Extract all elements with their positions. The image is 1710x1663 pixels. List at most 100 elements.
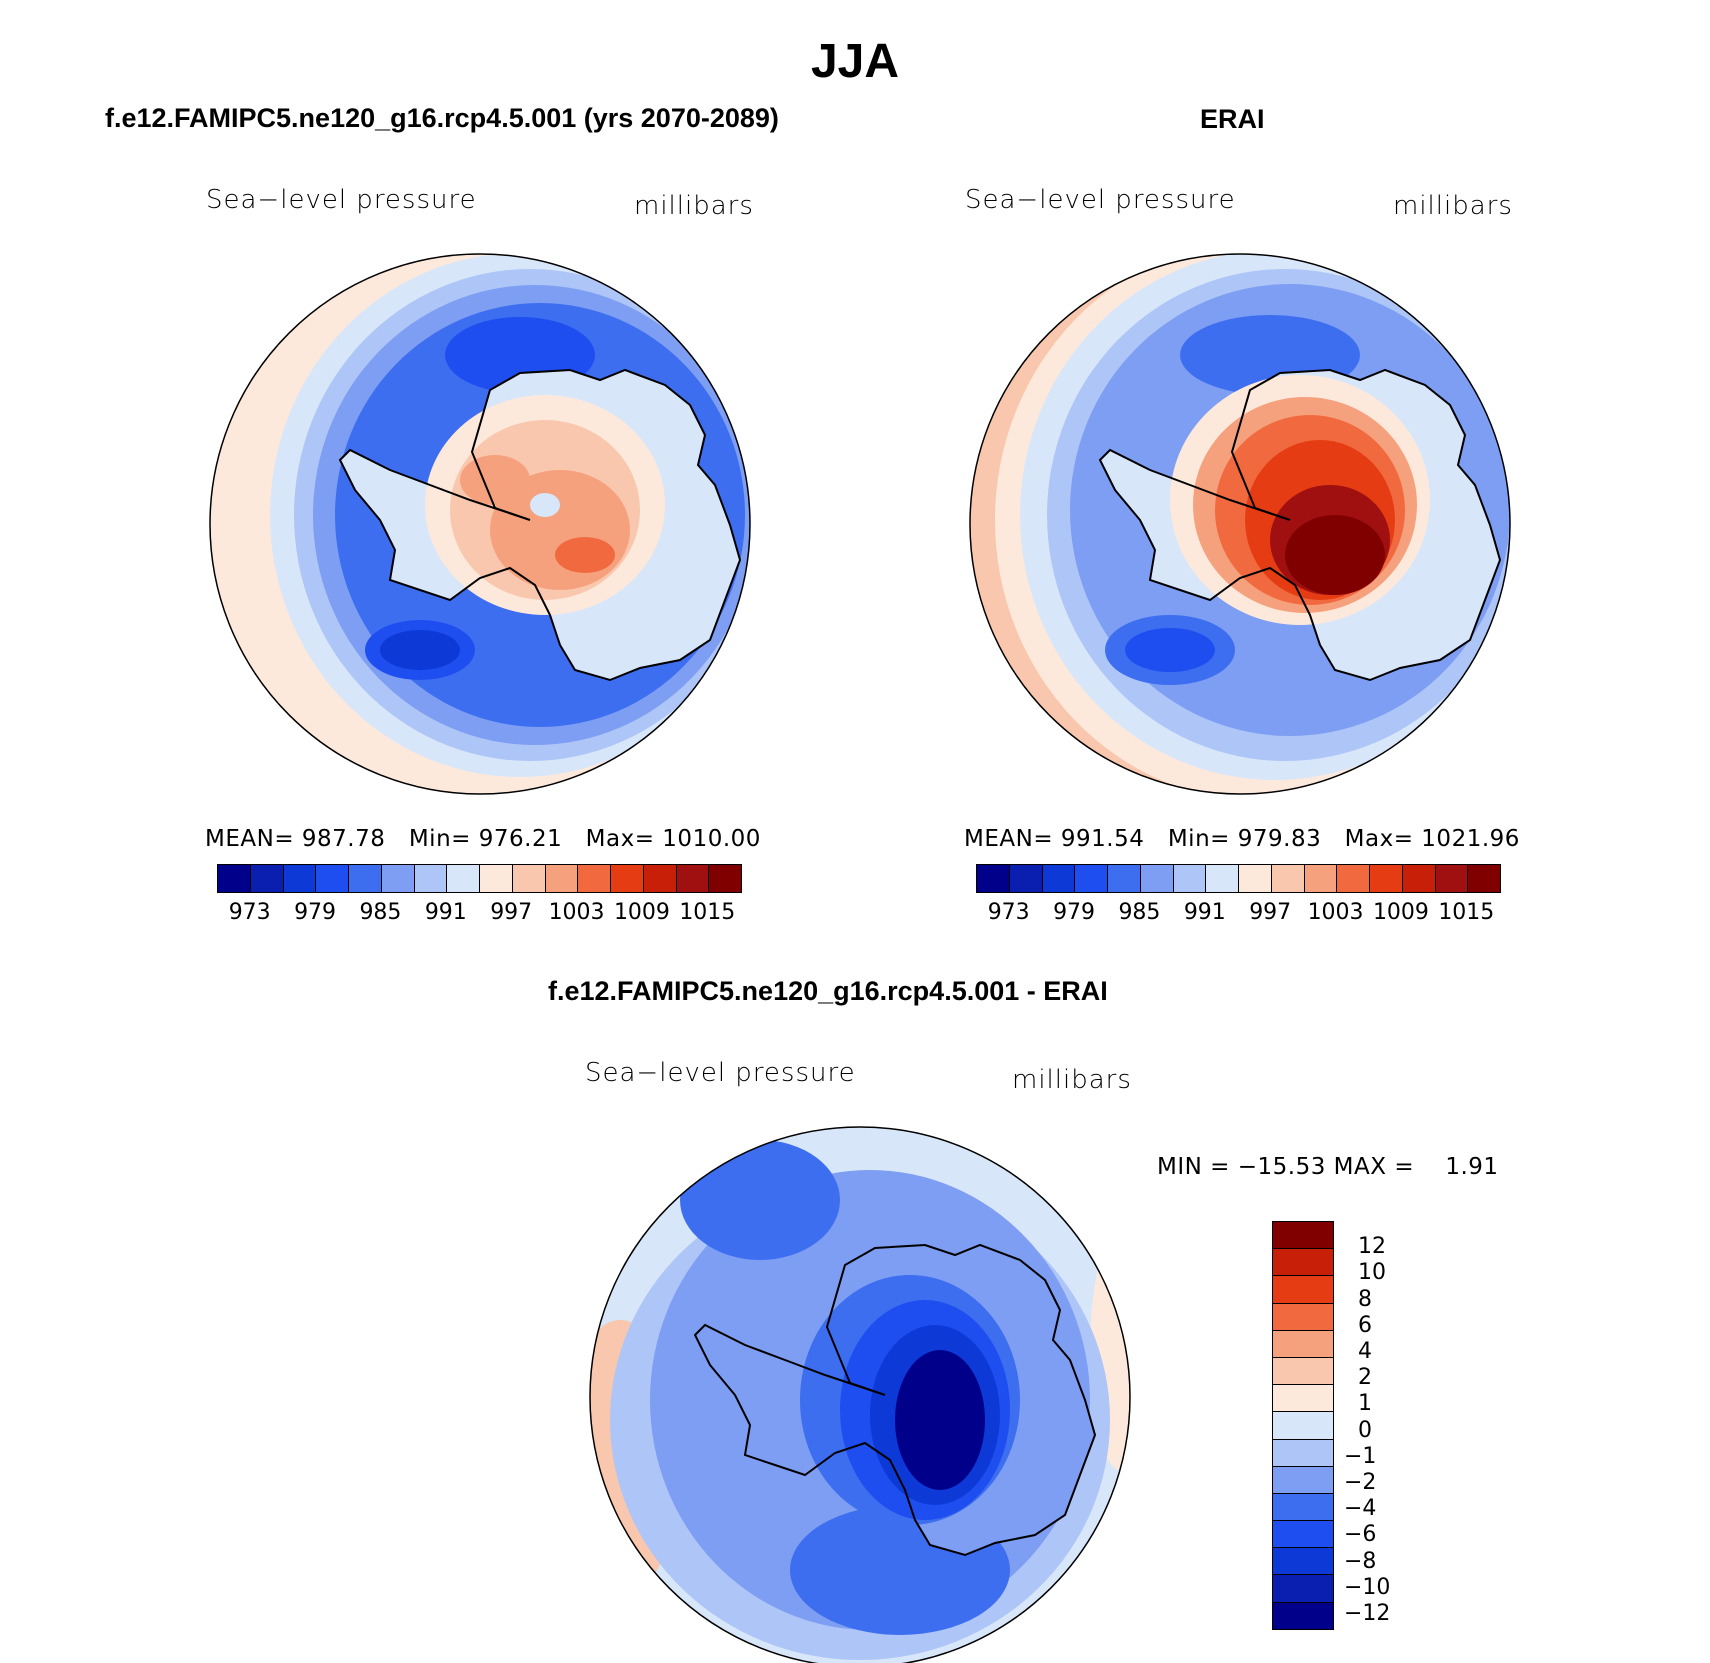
- colorbar-tick-label: 985: [359, 900, 402, 925]
- colorbar-tick-label: 991: [424, 900, 467, 925]
- colorbar-tick-label: 1009: [613, 900, 670, 925]
- mean-value: 987.78: [301, 826, 386, 852]
- colorbar-tick-label: −10: [1344, 1574, 1391, 1600]
- colorbar-swatch: [1273, 1466, 1333, 1494]
- colorbar-swatch: [1435, 865, 1469, 892]
- colorbar-swatch: [1468, 865, 1500, 892]
- colorbar-swatch: [1273, 1439, 1333, 1467]
- panel-1-units: millibars: [634, 191, 754, 221]
- colorbar-swatch: [1273, 1249, 1333, 1277]
- colorbar-swatch: [1273, 1357, 1333, 1386]
- colorbar-swatch: [1273, 1222, 1333, 1250]
- colorbar-swatch: [643, 865, 677, 892]
- colorbar-swatch: [1271, 865, 1305, 892]
- colorbar-swatch: [1273, 1412, 1333, 1440]
- panel-1-colorbar: [217, 864, 742, 893]
- colorbar-tick-label: 985: [1118, 900, 1161, 925]
- colorbar-tick-label: 4: [1358, 1339, 1372, 1364]
- panel-2-units: millibars: [1393, 191, 1513, 221]
- max-value: 1021.96: [1421, 826, 1520, 852]
- panel-1-stats: MEAN= 987.78 Min= 976.21 Max= 1010.00: [205, 826, 761, 852]
- colorbar-tick-label: 0: [1358, 1417, 1372, 1443]
- colorbar-swatch: [381, 865, 415, 892]
- panel-2-title: ERAI: [1200, 104, 1265, 134]
- colorbar-swatch: [977, 865, 1010, 892]
- min-label: Min=: [408, 826, 471, 852]
- colorbar-tick-label: 997: [490, 900, 533, 925]
- colorbar-swatch: [1337, 865, 1370, 892]
- colorbar-tick-label: −4: [1344, 1496, 1377, 1522]
- mean-label: MEAN=: [205, 826, 295, 852]
- panel-3-stats: MIN = −15.53 MAX = 1.91: [1157, 1154, 1499, 1180]
- colorbar-swatch: [676, 865, 710, 892]
- colorbar-tick-label: 973: [228, 900, 271, 925]
- panel-1-colorbar-ticks: 973 979 985 991 997 1003 1009 1015: [217, 900, 740, 930]
- panel-3-title: f.e12.FAMIPC5.ne120_g16.rcp4.5.001 - ERA…: [548, 976, 1108, 1006]
- panel-3-variable: Sea−level pressure: [585, 1058, 856, 1088]
- panel-1-title: f.e12.FAMIPC5.ne120_g16.rcp4.5.001 (yrs …: [105, 103, 779, 133]
- colorbar-swatch: [414, 865, 448, 892]
- panel-2-stats: MEAN= 991.54 Min= 979.83 Max= 1021.96: [964, 826, 1520, 852]
- colorbar-swatch: [512, 865, 546, 892]
- panel-3-colorbar: [1272, 1221, 1334, 1630]
- colorbar-swatch: [1273, 1330, 1333, 1358]
- colorbar-tick-label: 1: [1358, 1391, 1372, 1417]
- colorbar-swatch: [1370, 865, 1403, 892]
- max-label: Max=: [1344, 826, 1414, 852]
- colorbar-swatch: [1009, 865, 1043, 892]
- min-label: MIN =: [1157, 1154, 1230, 1180]
- colorbar-swatch: [1273, 1303, 1333, 1331]
- colorbar-swatch: [1042, 865, 1076, 892]
- colorbar-swatch: [1239, 865, 1272, 892]
- panel-2-variable: Sea−level pressure: [965, 185, 1236, 215]
- colorbar-tick-label: 973: [987, 900, 1030, 925]
- colorbar-swatch: [250, 865, 284, 892]
- colorbar-tick-label: 997: [1249, 900, 1292, 925]
- colorbar-tick-label: 6: [1358, 1312, 1372, 1338]
- colorbar-swatch: [1402, 865, 1436, 892]
- colorbar-tick-label: −8: [1344, 1548, 1377, 1574]
- colorbar-swatch: [1075, 865, 1108, 892]
- colorbar-swatch: [1140, 865, 1174, 892]
- panel-2-colorbar: [976, 864, 1501, 893]
- colorbar-swatch: [316, 865, 349, 892]
- panel-3-units: millibars: [1012, 1065, 1132, 1095]
- colorbar-tick-label: 8: [1358, 1286, 1372, 1312]
- colorbar-tick-label: −12: [1344, 1601, 1391, 1626]
- min-label: Min=: [1167, 826, 1230, 852]
- panel-1-variable: Sea−level pressure: [206, 185, 477, 215]
- colorbar-swatch: [709, 865, 741, 892]
- mean-label: MEAN=: [964, 826, 1054, 852]
- colorbar-swatch: [1273, 1276, 1333, 1304]
- figure-title: JJA: [810, 35, 900, 88]
- colorbar-tick-label: 1009: [1372, 900, 1429, 925]
- colorbar-tick-label: −1: [1344, 1443, 1377, 1469]
- colorbar-tick-label: 1003: [1307, 900, 1364, 925]
- min-value: 976.21: [478, 826, 563, 852]
- colorbar-swatch: [218, 865, 251, 892]
- colorbar-swatch: [480, 865, 513, 892]
- min-value: 979.83: [1237, 826, 1322, 852]
- colorbar-swatch: [1304, 865, 1338, 892]
- max-label: Max=: [585, 826, 655, 852]
- panel-2-colorbar-ticks: 973 979 985 991 997 1003 1009 1015: [976, 900, 1499, 930]
- colorbar-swatch: [1273, 1548, 1333, 1576]
- panel-3-colorbar-labels: 12 10 8 6 4 2 1 0 −1 −2 −4 −6 −8 −10 −12: [1344, 1221, 1410, 1626]
- colorbar-tick-label: −2: [1344, 1470, 1377, 1495]
- colorbar-swatch: [1173, 865, 1207, 892]
- mean-value: 991.54: [1060, 826, 1145, 852]
- colorbar-swatch: [545, 865, 579, 892]
- colorbar-swatch: [1273, 1385, 1333, 1413]
- colorbar-swatch: [447, 865, 480, 892]
- max-value: 1010.00: [662, 826, 761, 852]
- colorbar-swatch: [611, 865, 644, 892]
- colorbar-swatch: [1273, 1521, 1333, 1549]
- colorbar-swatch: [349, 865, 382, 892]
- min-value: −15.53: [1237, 1154, 1326, 1180]
- colorbar-tick-label: 1015: [1438, 900, 1495, 925]
- colorbar-swatch: [1206, 865, 1239, 892]
- colorbar-tick-label: 10: [1358, 1260, 1386, 1286]
- max-label: MAX =: [1333, 1154, 1415, 1180]
- colorbar-swatch: [1273, 1602, 1333, 1629]
